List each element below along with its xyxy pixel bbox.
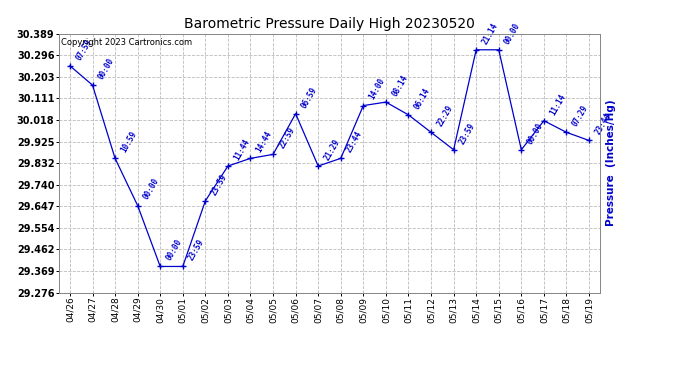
Text: 23:44: 23:44 [593,112,613,136]
Text: 14:44: 14:44 [255,130,274,154]
Text: 11:14: 11:14 [548,92,567,117]
Text: 07:59: 07:59 [74,37,93,62]
Text: 23:59: 23:59 [457,121,477,146]
Y-axis label: Pressure  (Inches/Hg): Pressure (Inches/Hg) [606,100,616,226]
Text: 00:00: 00:00 [503,21,522,46]
Text: 14:00: 14:00 [368,77,387,101]
Text: 22:59: 22:59 [277,126,297,150]
Text: 22:29: 22:29 [435,104,455,128]
Text: 00:00: 00:00 [164,238,184,262]
Text: 06:14: 06:14 [413,86,432,111]
Text: 07:29: 07:29 [571,104,590,128]
Text: 08:14: 08:14 [390,74,409,98]
Text: 23:44: 23:44 [345,130,364,154]
Text: 11:44: 11:44 [232,137,251,162]
Text: 21:14: 21:14 [480,21,500,46]
Text: 10:59: 10:59 [119,130,139,154]
Text: 06:59: 06:59 [299,85,319,109]
Title: Barometric Pressure Daily High 20230520: Barometric Pressure Daily High 20230520 [184,17,475,31]
Text: 00:00: 00:00 [142,177,161,201]
Text: 00:00: 00:00 [526,121,545,146]
Text: 23:59: 23:59 [210,172,229,197]
Text: 00:00: 00:00 [97,56,116,81]
Text: Copyright 2023 Cartronics.com: Copyright 2023 Cartronics.com [61,38,193,46]
Text: 23:59: 23:59 [187,238,206,262]
Text: 21:29: 21:29 [322,137,342,162]
